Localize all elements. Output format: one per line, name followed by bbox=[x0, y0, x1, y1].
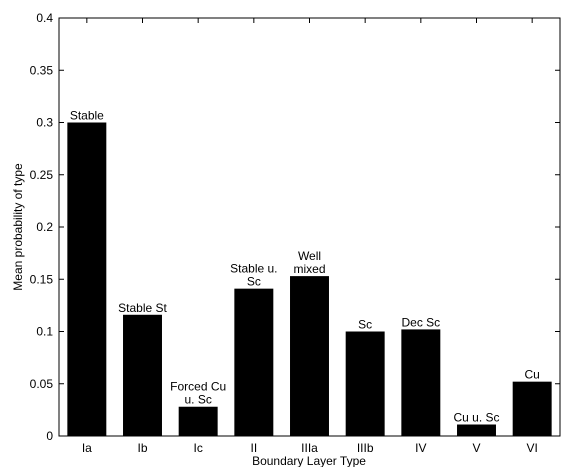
x-tick-label: IIIb bbox=[357, 441, 374, 455]
bar bbox=[345, 331, 385, 436]
bar bbox=[401, 329, 441, 436]
y-axis-title: Mean probability of type bbox=[11, 163, 25, 291]
y-tick-label: 0 bbox=[46, 429, 53, 443]
x-tick-label: Ic bbox=[193, 441, 202, 455]
bars bbox=[67, 122, 552, 436]
y-tick-label: 0.05 bbox=[30, 377, 54, 391]
bar bbox=[234, 288, 274, 436]
bar-label: Stable St bbox=[118, 301, 167, 315]
x-tick-label: IV bbox=[415, 441, 426, 455]
bar-label: u. Sc bbox=[184, 393, 211, 407]
bar-label: Forced Cu bbox=[170, 380, 226, 394]
x-axis-title: Boundary Layer Type bbox=[252, 454, 366, 467]
x-tick-label: Ib bbox=[137, 441, 147, 455]
y-tick-label: 0.2 bbox=[36, 220, 53, 234]
bar bbox=[178, 406, 218, 436]
bar bbox=[67, 122, 107, 436]
bar-label: Stable bbox=[70, 109, 104, 123]
y-tick-label: 0.25 bbox=[30, 168, 54, 182]
y-tick-label: 0.3 bbox=[36, 116, 53, 130]
x-tick-label: IIIa bbox=[301, 441, 318, 455]
y-tick-label: 0.15 bbox=[30, 272, 54, 286]
bar-label: Well bbox=[298, 249, 321, 263]
x-tick-label: II bbox=[250, 441, 257, 455]
bar bbox=[123, 314, 162, 436]
bar-label: Cu bbox=[524, 368, 539, 382]
y-tick-label: 0.4 bbox=[36, 11, 53, 25]
x-tick-label: V bbox=[472, 441, 480, 455]
bar-label: mixed bbox=[293, 262, 325, 276]
y-axis: 0 0.05 0.1 0.15 0.2 0.25 0.3 0.35 0.4 bbox=[30, 11, 560, 443]
bar-label: Stable u. bbox=[230, 262, 277, 276]
y-tick-label: 0.1 bbox=[36, 325, 53, 339]
bar bbox=[457, 424, 496, 436]
bar bbox=[290, 276, 329, 436]
bar bbox=[512, 381, 552, 436]
bar-label: Cu u. Sc bbox=[453, 411, 499, 425]
bar-label: Sc bbox=[358, 318, 372, 332]
bar-label: Sc bbox=[247, 275, 261, 289]
x-tick-label: VI bbox=[526, 441, 537, 455]
bar-label: Dec Sc bbox=[401, 315, 440, 329]
y-tick-label: 0.35 bbox=[30, 63, 54, 77]
x-tick-label: Ia bbox=[82, 441, 92, 455]
